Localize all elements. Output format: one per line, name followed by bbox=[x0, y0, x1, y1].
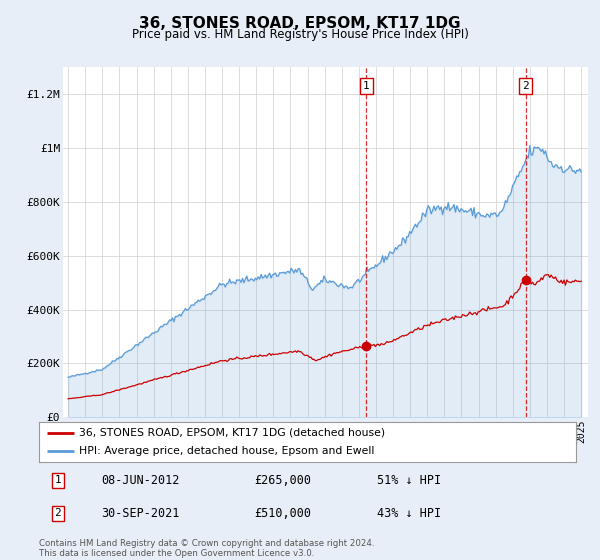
Text: Contains HM Land Registry data © Crown copyright and database right 2024.
This d: Contains HM Land Registry data © Crown c… bbox=[39, 539, 374, 558]
Text: 30-SEP-2021: 30-SEP-2021 bbox=[101, 507, 179, 520]
Text: 1: 1 bbox=[55, 475, 61, 486]
Text: 2: 2 bbox=[55, 508, 61, 519]
Text: £510,000: £510,000 bbox=[254, 507, 311, 520]
Text: 08-JUN-2012: 08-JUN-2012 bbox=[101, 474, 179, 487]
Text: 51% ↓ HPI: 51% ↓ HPI bbox=[377, 474, 442, 487]
Text: 1: 1 bbox=[363, 81, 370, 91]
Text: 36, STONES ROAD, EPSOM, KT17 1DG (detached house): 36, STONES ROAD, EPSOM, KT17 1DG (detach… bbox=[79, 428, 385, 437]
Text: 36, STONES ROAD, EPSOM, KT17 1DG: 36, STONES ROAD, EPSOM, KT17 1DG bbox=[139, 16, 461, 31]
Text: £265,000: £265,000 bbox=[254, 474, 311, 487]
Text: 43% ↓ HPI: 43% ↓ HPI bbox=[377, 507, 442, 520]
Text: 2: 2 bbox=[522, 81, 529, 91]
Text: HPI: Average price, detached house, Epsom and Ewell: HPI: Average price, detached house, Epso… bbox=[79, 446, 374, 456]
Text: Price paid vs. HM Land Registry's House Price Index (HPI): Price paid vs. HM Land Registry's House … bbox=[131, 28, 469, 41]
